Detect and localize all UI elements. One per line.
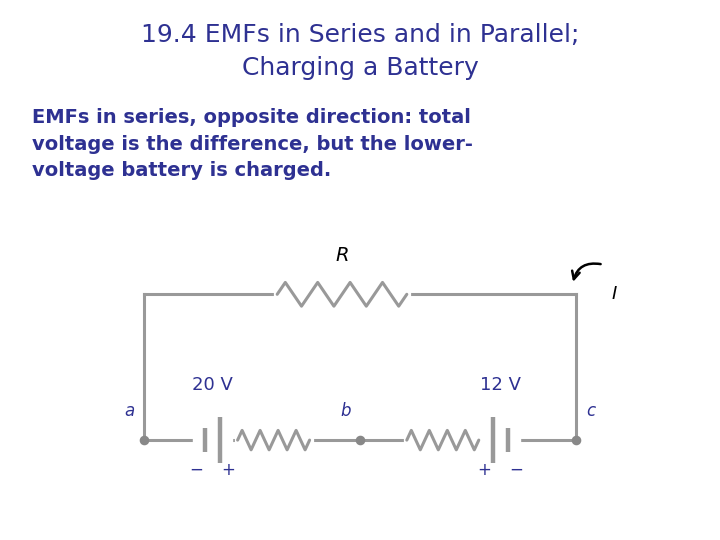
- Text: EMFs in series, opposite direction: total
voltage is the difference, but the low: EMFs in series, opposite direction: tota…: [32, 108, 473, 180]
- Text: +: +: [221, 461, 235, 479]
- Text: 20 V: 20 V: [192, 376, 233, 394]
- Text: −: −: [189, 461, 204, 479]
- Point: [354, 436, 366, 444]
- Text: a: a: [125, 402, 135, 420]
- Text: c: c: [586, 402, 595, 420]
- Text: 12 V: 12 V: [480, 376, 521, 394]
- Point: [138, 436, 150, 444]
- Text: $R$: $R$: [335, 246, 349, 265]
- Text: Charging a Battery: Charging a Battery: [242, 56, 478, 79]
- Text: b: b: [341, 402, 351, 420]
- Point: [570, 436, 582, 444]
- Text: +: +: [477, 461, 492, 479]
- Text: $I$: $I$: [611, 285, 617, 303]
- Text: 19.4 EMFs in Series and in Parallel;: 19.4 EMFs in Series and in Parallel;: [141, 23, 579, 47]
- Text: −: −: [509, 461, 523, 479]
